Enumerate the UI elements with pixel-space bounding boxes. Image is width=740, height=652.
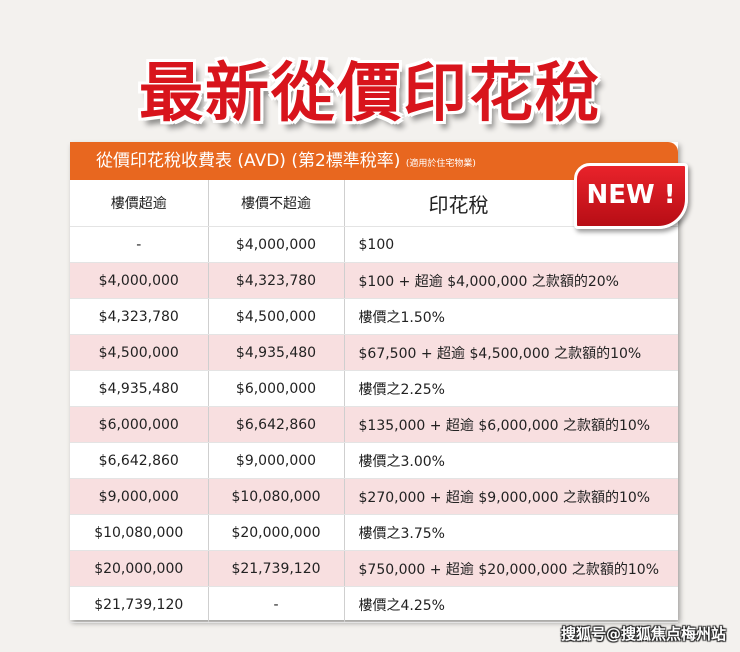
cell-price-not-above: $6,642,860 (208, 406, 345, 443)
cell-price-above: $20,000,000 (70, 550, 209, 587)
table-row: $21,739,120- 樓價之4.25% (70, 586, 678, 623)
cell-price-above: $4,323,780 (70, 298, 209, 335)
cell-price-above: $4,500,000 (70, 334, 209, 371)
cell-price-not-above: $20,000,000 (208, 514, 345, 551)
table-row: - $4,000,000 $100 (70, 226, 678, 263)
cell-price-not-above: $4,500,000 (208, 298, 345, 335)
cell-price-above: - (70, 226, 209, 263)
table-row: $4,935,480 $6,000,000 樓價之2.25% (70, 370, 678, 407)
cell-stamp-duty: 樓價之3.75% (344, 514, 678, 551)
cell-stamp-duty: 樓價之3.00% (344, 442, 678, 479)
cell-price-above: $21,739,120 (70, 586, 209, 623)
header-price-above: 樓價超逾 (70, 180, 209, 227)
cell-stamp-duty: $100 + 超逾 $4,000,000 之款額的20% (344, 262, 678, 299)
cell-price-above: $4,935,480 (70, 370, 209, 407)
page-title: 最新從價印花稅 (139, 57, 601, 131)
cell-stamp-duty: 樓價之2.25% (344, 370, 678, 407)
cell-price-not-above: $4,000,000 (208, 226, 345, 263)
cell-price-above: $6,000,000 (70, 406, 209, 443)
cell-stamp-duty: $750,000 + 超逾 $20,000,000 之款額的10% (344, 550, 678, 587)
cell-price-not-above: $6,000,000 (208, 370, 345, 407)
cell-stamp-duty: $270,000 + 超逾 $9,000,000 之款額的10% (344, 478, 678, 515)
cell-price-above: $9,000,000 (70, 478, 209, 515)
avd-table: 樓價超逾 樓價不超逾 印花稅 - $4,000,000 $100 $4,000,000… (70, 180, 678, 623)
watermark: 搜狐号@搜狐焦点梅州站 (560, 625, 726, 643)
table-row: $6,000,000 $6,642,860 $135,000 + 超逾 $6,000… (70, 406, 678, 443)
cell-stamp-duty: 樓價之4.25% (344, 586, 678, 623)
table-caption: 從價印花稅收費表 (AVD) (第2標準稅率) (96, 151, 401, 171)
table-row: $9,000,000 $10,080,000 $270,000 + 超逾 $9,00… (70, 478, 678, 515)
cell-price-above: $6,642,860 (70, 442, 209, 479)
table-row: $4,500,000 $4,935,480 $67,500 + 超逾 $4,500,… (70, 334, 678, 371)
table-caption-note: (適用於住宅物業) (405, 159, 476, 169)
cell-stamp-duty: $100 (344, 226, 678, 263)
cell-price-above: $10,080,000 (70, 514, 209, 551)
table-row: $20,000,000 $21,739,120 $750,000 + 超逾 $20,… (70, 550, 678, 587)
cell-stamp-duty: 樓價之1.50% (344, 298, 678, 335)
table-row: $4,323,780 $4,500,000 樓價之1.50% (70, 298, 678, 335)
table-row: $6,642,860 $9,000,000 樓價之3.00% (70, 442, 678, 479)
cell-stamp-duty: $67,500 + 超逾 $4,500,000 之款額的10% (344, 334, 678, 371)
cell-price-not-above: $21,739,120 (208, 550, 345, 587)
cell-price-not-above: - (208, 586, 345, 623)
cell-price-not-above: $9,000,000 (208, 442, 345, 479)
table-row: $4,000,000 $4,323,780 $100 + 超逾 $4,000,000… (70, 262, 678, 299)
cell-price-above: $4,000,000 (70, 262, 209, 299)
cell-stamp-duty: $135,000 + 超逾 $6,000,000 之款額的10% (344, 406, 678, 443)
table-row: $10,080,000 $20,000,000 樓價之3.75% (70, 514, 678, 551)
cell-price-not-above: $4,935,480 (208, 334, 345, 371)
cell-price-not-above: $4,323,780 (208, 262, 345, 299)
new-badge: NEW ! (574, 163, 688, 229)
header-price-not-above: 樓價不超逾 (208, 180, 345, 227)
cell-price-not-above: $10,080,000 (208, 478, 345, 515)
